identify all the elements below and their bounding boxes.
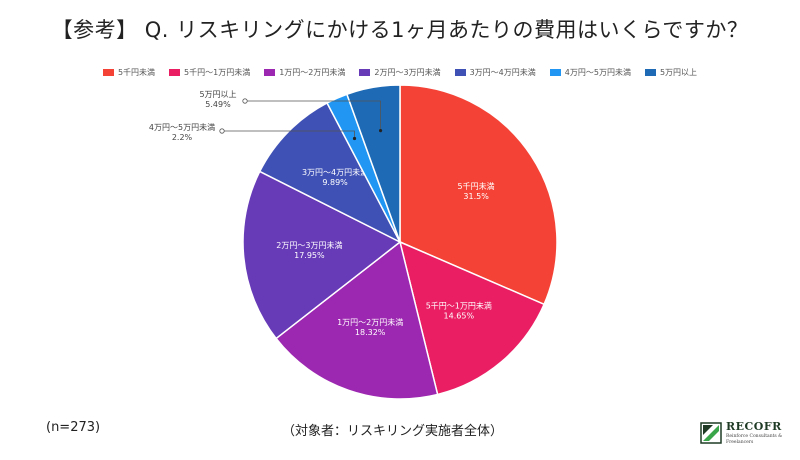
legend-swatch (454, 69, 466, 76)
leader-end-dot (379, 129, 383, 133)
pie-slice (398, 240, 546, 396)
recofr-logo: RECOFR Reinforce Consultants & Freelance… (700, 418, 796, 454)
chart-legend: 5千円未満 5千円〜1万円未満 1万円〜2万円未満 2万円〜3万円未満 3万円〜4万円未… (0, 67, 800, 78)
legend-label: 5千円〜1万円未満 (184, 68, 251, 77)
leader-dot (219, 128, 225, 134)
legend-swatch (359, 69, 371, 76)
legend-label: 2万円〜3万円未満 (374, 68, 441, 77)
legend-swatch (549, 69, 561, 76)
slice-category-label: 3万円〜4万円未満 (302, 167, 368, 177)
slice-category-label: 4万円〜5万円未満 (149, 122, 215, 132)
leader-end-dot (352, 136, 357, 141)
legend-item: 5千円〜1万円未満 (169, 67, 250, 78)
slice-category-label: 5千円〜1万円未満 (426, 301, 492, 311)
logo-tagline-1: Reinforce Consultants & (726, 434, 783, 439)
slice-value-label: 31.5% (463, 192, 489, 201)
slice-category-label: 5千円未満 (458, 181, 495, 191)
slice-value-label: 17.95% (294, 251, 325, 260)
legend-label: 4万円〜5万円未満 (564, 68, 631, 77)
slice-category-label: 1万円〜2万円未満 (337, 317, 403, 327)
pie-slice (345, 84, 401, 243)
pie-slice (399, 84, 558, 306)
slice-value-label: 18.32% (355, 328, 386, 337)
slice-value-label: 5.49% (205, 100, 231, 109)
legend-item: 4万円〜5万円未満 (549, 67, 631, 78)
legend-label: 5千円未満 (117, 68, 156, 77)
subject-note: （対象者：リスキリング実施者全体） (282, 424, 504, 439)
slice-category-label: 2万円〜3万円未満 (276, 240, 342, 250)
legend-label: 5万円以上 (659, 68, 698, 77)
chart-title: 【参考】 Q. リスキリングにかける1ヶ月あたりの費用はいくらですか？ (51, 18, 749, 42)
leader-line (222, 130, 355, 139)
legend-item: 5万円以上 (644, 67, 698, 78)
pie-slice (258, 101, 402, 244)
sample-size-note: (n=273) (46, 420, 101, 435)
legend-swatch (169, 69, 181, 76)
legend-label: 3万円〜4万円未満 (469, 68, 536, 77)
legend-swatch (102, 69, 114, 76)
legend-item: 5千円未満 (102, 67, 156, 78)
pie-slice (242, 170, 402, 340)
slice-value-label: 2.2% (172, 133, 193, 142)
slice-value-label: 9.89% (322, 178, 348, 187)
leader-dot (242, 98, 248, 104)
legend-swatch (644, 69, 656, 76)
legend-item: 1万円〜2万円未満 (264, 67, 345, 78)
slice-category-label: 5万円以上 (199, 90, 236, 99)
leader-line (245, 100, 382, 131)
legend-swatch (264, 69, 276, 76)
logo-tagline-2: Freelancers (726, 440, 754, 445)
logo-name: RECOFR (726, 420, 782, 433)
legend-label: 1万円〜2万円未満 (279, 68, 346, 77)
legend-item: 3万円〜4万円未満 (454, 67, 536, 78)
recofr-logo-icon (700, 422, 722, 444)
legend-item: 2万円〜3万円未満 (359, 67, 441, 78)
slice-value-label: 14.65% (444, 312, 475, 321)
pie-slice (275, 240, 439, 400)
